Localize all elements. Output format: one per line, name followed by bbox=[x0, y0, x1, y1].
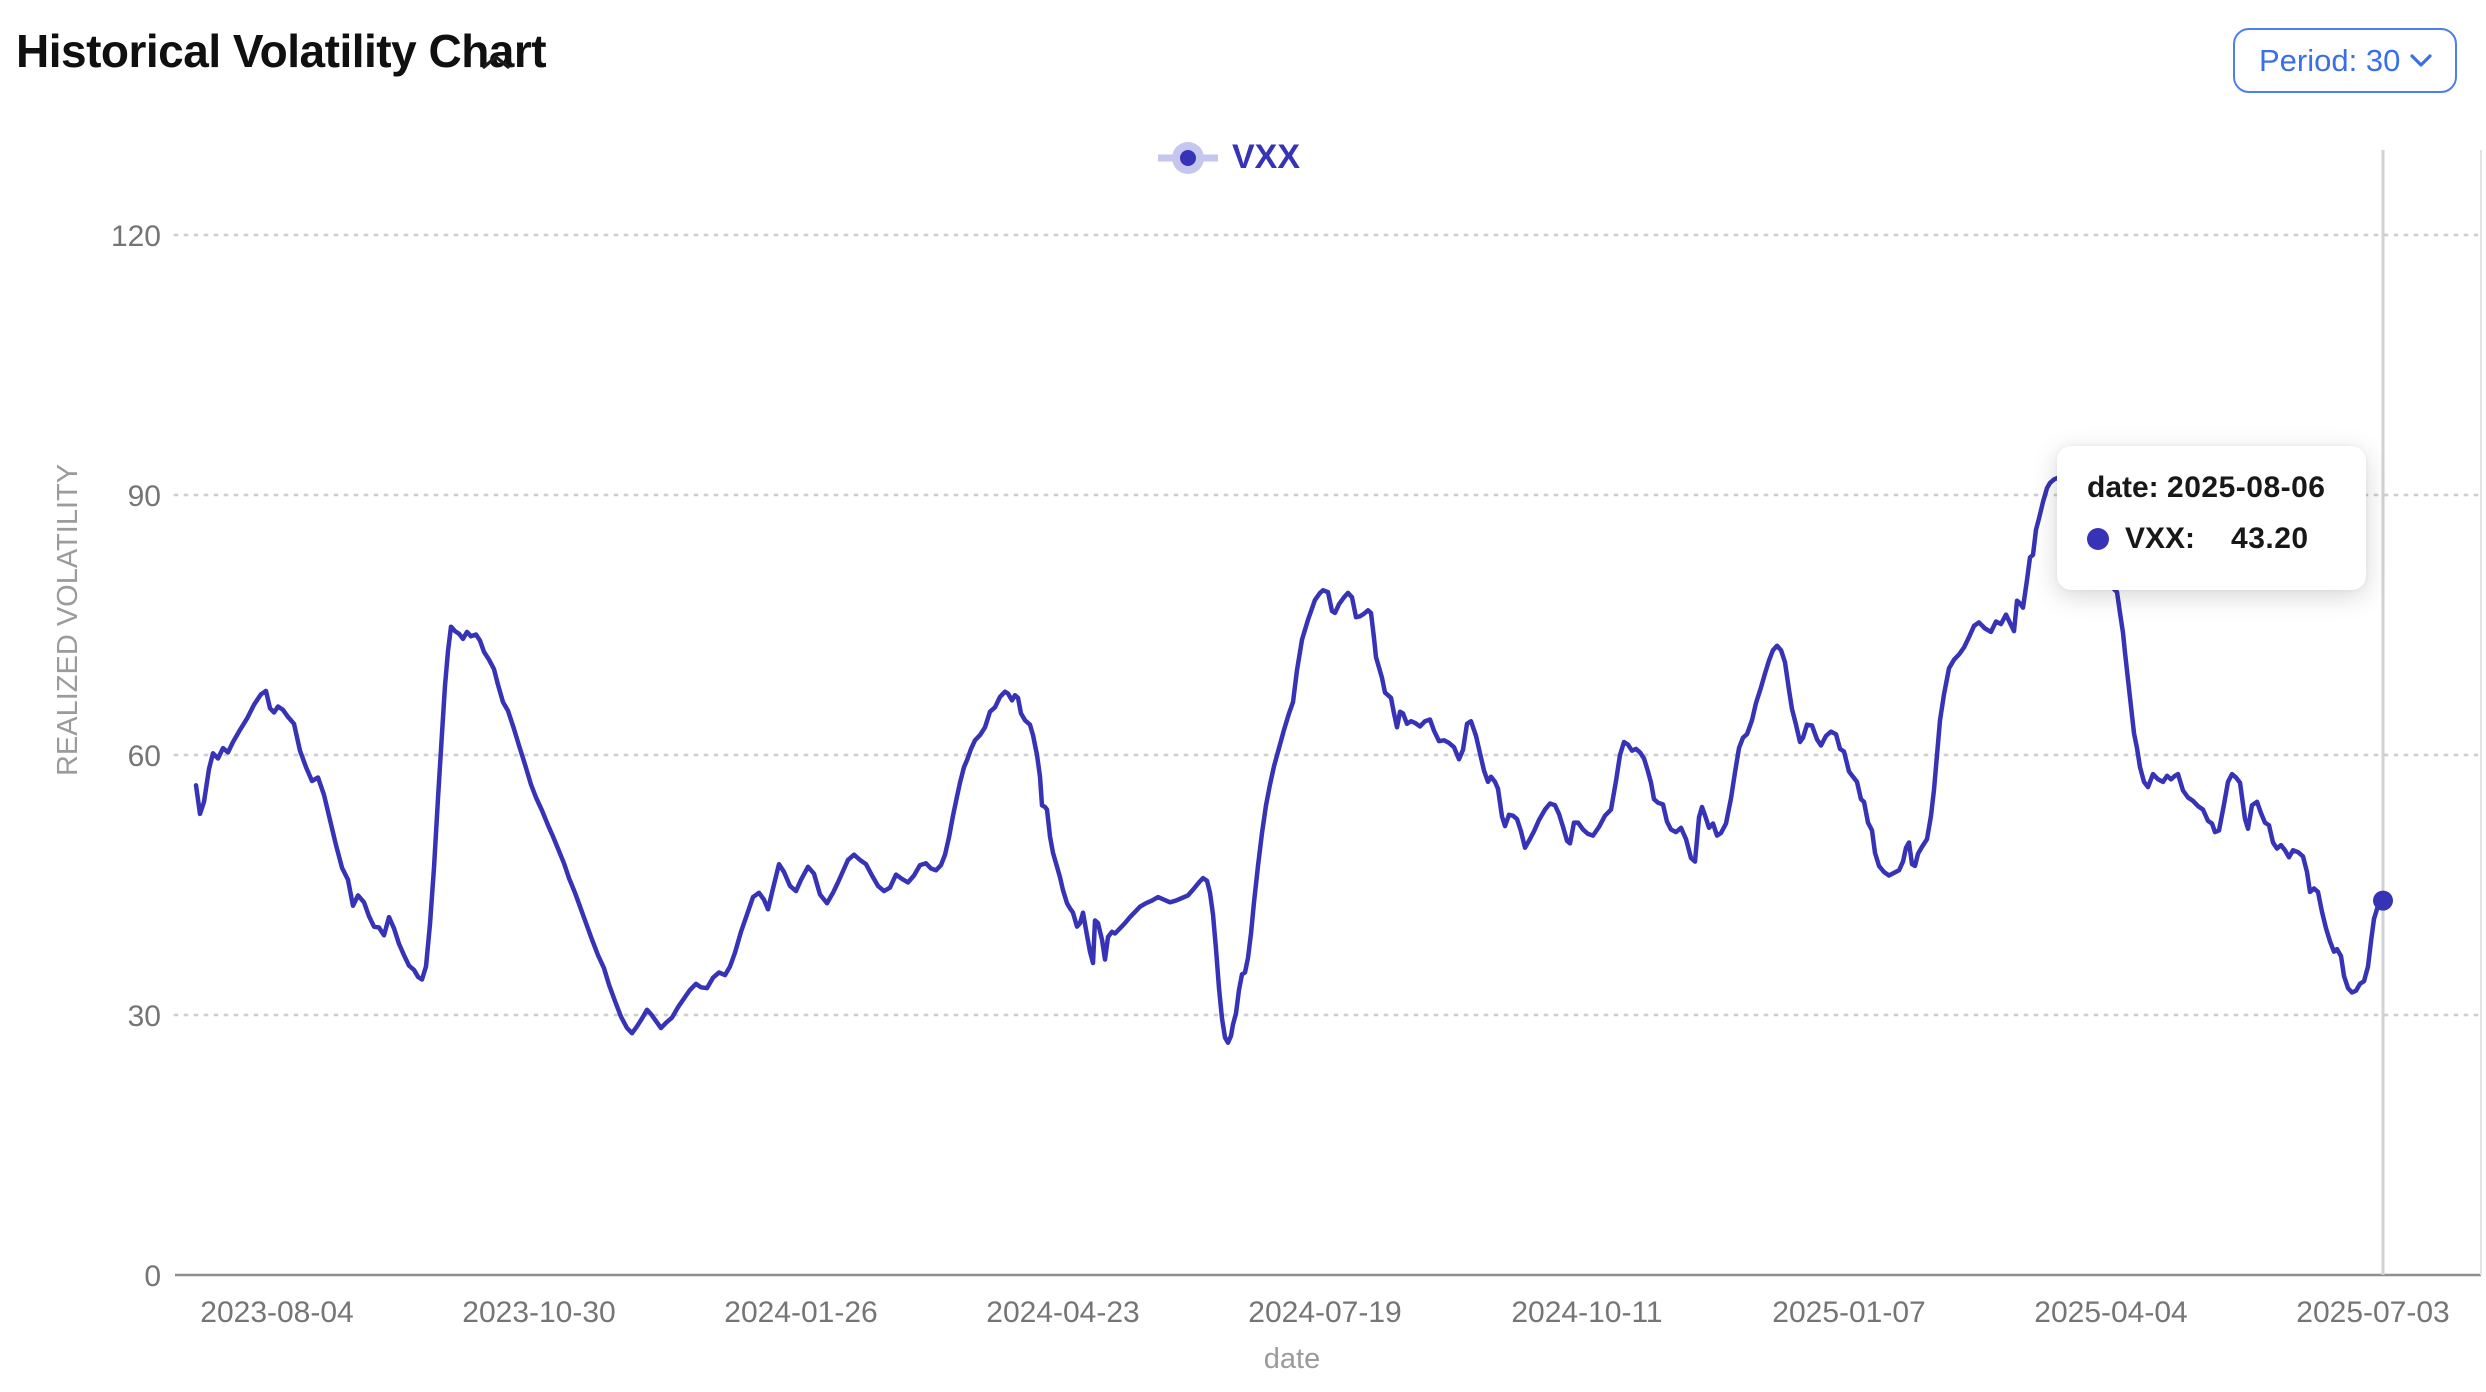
tooltip-date-label: date: bbox=[2087, 471, 2159, 504]
tooltip-date-row: date: 2025-08-06 bbox=[2087, 471, 2338, 505]
line-series-vxx bbox=[193, 475, 2386, 1045]
collapse-chevron-button[interactable] bbox=[470, 42, 522, 82]
y-tick-label: 120 bbox=[111, 220, 161, 253]
tooltip-series-value: 43.20 bbox=[2231, 522, 2309, 555]
x-tick-label: 2024-10-11 bbox=[1511, 1296, 1662, 1329]
line-series-legend-icon bbox=[1157, 141, 1218, 174]
period-selector[interactable]: Period: 30 bbox=[2233, 28, 2457, 93]
legend-label: VXX bbox=[1231, 138, 1301, 176]
tooltip-series-marker-icon bbox=[2087, 528, 2109, 550]
y-tick-label: 30 bbox=[128, 1000, 161, 1033]
x-tick-label: 2024-04-23 bbox=[986, 1296, 1139, 1329]
page-title: Historical Volatility Chart bbox=[16, 25, 547, 77]
hovered-point-marker bbox=[2373, 890, 2393, 911]
tooltip-series-row: VXX: 43.20 bbox=[2087, 522, 2338, 556]
legend-item-vxx[interactable]: VXX bbox=[1156, 138, 1300, 177]
tooltip-series-label: VXX: bbox=[2125, 522, 2196, 555]
y-tick-label: 60 bbox=[128, 740, 161, 773]
chevron-down-icon bbox=[2410, 54, 2432, 67]
chart-tooltip: date: 2025-08-06 VXX: 43.20 bbox=[2057, 446, 2366, 590]
x-tick-label: 2025-01-07 bbox=[1772, 1296, 1925, 1329]
x-axis-title: date bbox=[1264, 1343, 1320, 1375]
x-tick-label: 2024-07-19 bbox=[1248, 1296, 1401, 1329]
x-tick-label: 2023-10-30 bbox=[462, 1296, 615, 1329]
tooltip-date-value: 2025-08-06 bbox=[2167, 471, 2326, 504]
x-tick-label: 2025-07-03 bbox=[2296, 1296, 2449, 1329]
legend: VXX bbox=[0, 138, 2486, 177]
chevron-up-icon bbox=[482, 55, 510, 69]
y-axis-title: REALIZED VOLATILITY bbox=[52, 464, 84, 776]
x-tick-label: 2023-08-04 bbox=[200, 1296, 353, 1329]
period-selector-label: Period: 30 bbox=[2259, 42, 2401, 78]
x-tick-label: 2024-01-26 bbox=[724, 1296, 877, 1329]
x-tick-label: 2025-04-04 bbox=[2034, 1296, 2187, 1329]
y-tick-label: 0 bbox=[144, 1260, 161, 1293]
y-tick-label: 90 bbox=[128, 480, 161, 513]
